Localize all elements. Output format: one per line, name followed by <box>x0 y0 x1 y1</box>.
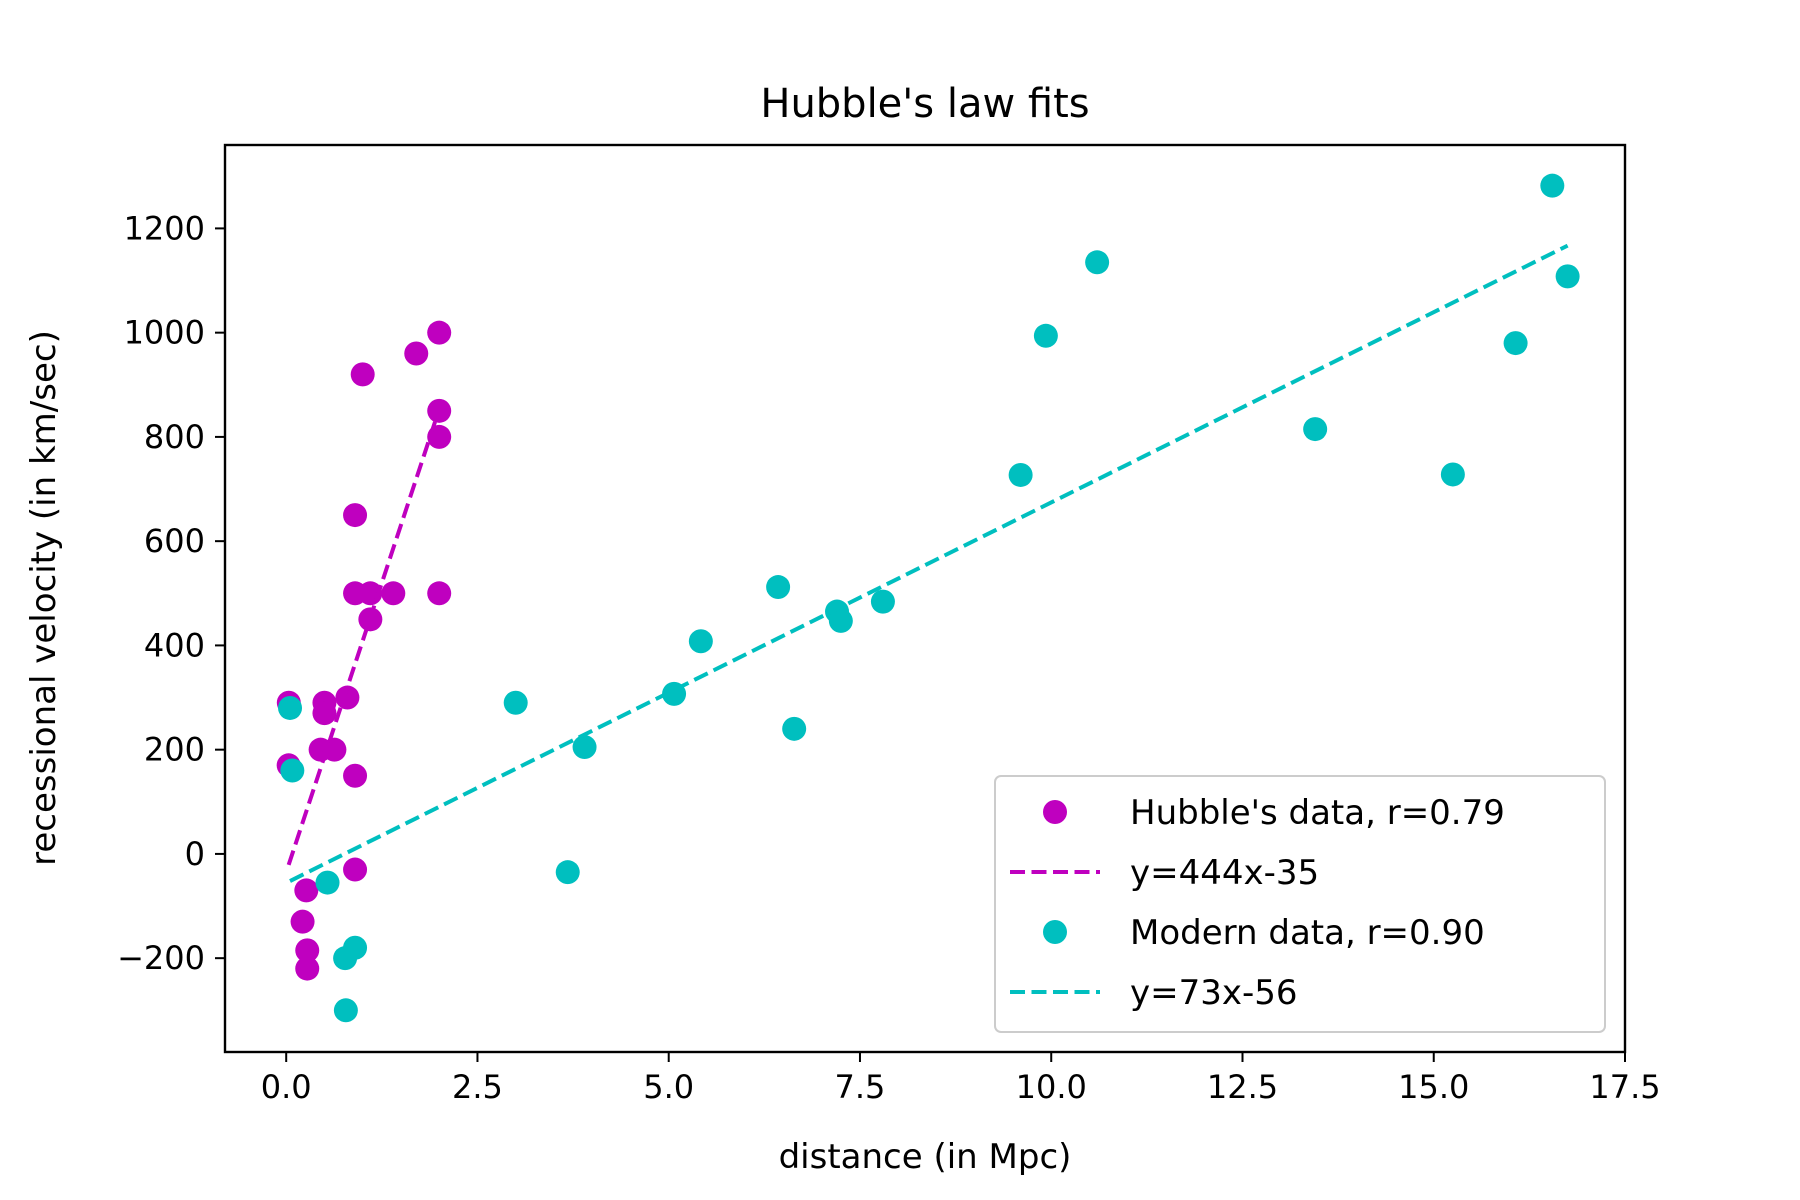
fit-line-y-444x-35 <box>286 408 442 866</box>
data-point <box>782 716 807 741</box>
data-point <box>278 695 303 720</box>
data-point <box>404 341 429 366</box>
x-tick-label: 5.0 <box>643 1068 694 1106</box>
data-point <box>343 763 368 788</box>
data-point <box>1503 331 1528 356</box>
y-tick-label: 800 <box>144 418 205 456</box>
data-point <box>343 857 368 882</box>
data-point <box>343 503 368 528</box>
data-point <box>294 878 319 903</box>
y-tick-label: 200 <box>144 731 205 769</box>
data-point <box>1440 462 1465 487</box>
data-point <box>1540 173 1565 198</box>
y-tick-label: −200 <box>117 939 205 977</box>
data-point <box>1085 250 1110 275</box>
x-axis: 0.0 2.5 5.0 7.5 10.0 12.5 15.0 17.5 <box>261 1052 1661 1106</box>
data-point <box>572 735 597 760</box>
y-tick-label: 400 <box>144 626 205 664</box>
data-point <box>290 909 315 934</box>
legend: Hubble's data, r=0.79 y=444x-35 Modern dat… <box>994 775 1606 1033</box>
data-point <box>295 956 320 981</box>
data-point <box>381 581 406 606</box>
legend-dot-marker <box>1043 920 1067 944</box>
legend-label: y=444x-35 <box>1130 853 1319 893</box>
data-point <box>688 629 713 654</box>
legend-label: y=73x-56 <box>1130 973 1298 1013</box>
data-point <box>333 998 358 1023</box>
data-point <box>322 737 347 762</box>
x-axis-label: distance (in Mpc) <box>779 1137 1072 1177</box>
legend-label: Hubble's data, r=0.79 <box>1130 793 1505 833</box>
y-tick-label: 1000 <box>124 314 205 352</box>
x-tick-label: 7.5 <box>835 1068 886 1106</box>
data-point <box>427 320 452 345</box>
plot-frame <box>223 143 1627 1054</box>
data-point <box>1008 462 1033 487</box>
y-tick-label: 1200 <box>124 209 205 247</box>
y-axis: −200 0 200 400 600 800 1000 1200 <box>117 209 225 977</box>
data-point <box>280 758 305 783</box>
legend-box <box>994 775 1606 1033</box>
chart-title: Hubble's law fits <box>760 81 1089 127</box>
legend-label: Modern data, r=0.90 <box>1130 913 1485 953</box>
y-axis-label: recessional velocity (in km/sec) <box>24 330 64 866</box>
data-point <box>870 589 895 614</box>
x-tick-label: 12.5 <box>1207 1068 1278 1106</box>
data-point <box>828 608 853 633</box>
data-point <box>350 362 375 387</box>
data-point <box>427 581 452 606</box>
data-point <box>295 938 320 963</box>
data-point <box>1033 323 1058 348</box>
x-tick-label: 17.5 <box>1589 1068 1660 1106</box>
x-tick-label: 0.0 <box>261 1068 312 1106</box>
legend-dot-marker <box>1043 800 1067 824</box>
plot-area <box>276 173 1580 1023</box>
data-point <box>1303 417 1328 442</box>
data-point <box>1555 264 1580 289</box>
data-point <box>343 935 368 960</box>
data-point <box>766 575 791 600</box>
fit-line-y-73x-56 <box>289 243 1569 883</box>
data-point <box>315 870 340 895</box>
data-point <box>312 701 337 726</box>
y-tick-label: 0 <box>185 835 205 873</box>
data-point <box>335 685 360 710</box>
data-point <box>503 690 528 715</box>
y-tick-label: 600 <box>144 522 205 560</box>
x-tick-label: 15.0 <box>1398 1068 1469 1106</box>
x-tick-label: 2.5 <box>452 1068 503 1106</box>
x-tick-label: 10.0 <box>1016 1068 1087 1106</box>
data-point <box>555 860 580 885</box>
